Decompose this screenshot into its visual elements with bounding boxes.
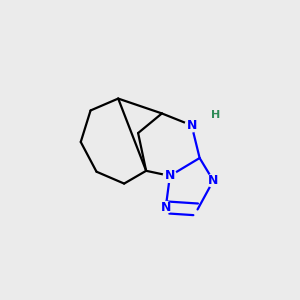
- Text: H: H: [211, 110, 220, 120]
- Circle shape: [207, 174, 220, 187]
- Circle shape: [164, 169, 176, 182]
- Circle shape: [185, 119, 198, 132]
- Text: N: N: [160, 201, 171, 214]
- Text: N: N: [165, 169, 175, 182]
- Text: N: N: [208, 174, 218, 187]
- Circle shape: [160, 202, 172, 213]
- Text: N: N: [186, 119, 197, 132]
